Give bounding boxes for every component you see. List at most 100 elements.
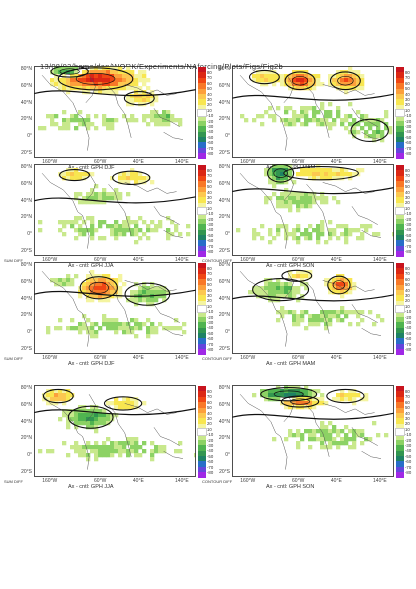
grid-cell (320, 425, 325, 430)
grid-cell (58, 78, 63, 83)
grid-cell (110, 417, 115, 422)
grid-cell (300, 204, 305, 209)
colorbar-label: -80 (405, 150, 412, 156)
grid-cell (304, 106, 309, 111)
lon-tick-label: 60°W (292, 159, 305, 165)
grid-cell (74, 126, 79, 131)
grid-cell (280, 164, 285, 169)
map-panel-p8 (232, 385, 394, 477)
grid-cell (276, 318, 281, 323)
grid-cell (316, 168, 321, 173)
grid-cell (78, 294, 83, 299)
grid-cell (328, 176, 333, 181)
grid-cell (154, 114, 159, 119)
grid-cell (154, 294, 159, 299)
row-label: CONTOUR DIFF (202, 258, 233, 263)
grid-cell (66, 118, 71, 123)
grid-cell (90, 220, 95, 225)
lon-tick-label: 40°E (330, 478, 342, 484)
grid-cell (138, 172, 143, 177)
colorbar-label: -10 (207, 309, 214, 315)
grid-cell (344, 172, 349, 177)
grid-cell (320, 393, 325, 398)
grid-cell (98, 326, 103, 331)
colorbar-label: -20 (207, 314, 214, 320)
colorbar-label: -50 (405, 453, 412, 459)
grid-cell (134, 220, 139, 225)
colorbar-swatch (396, 72, 404, 78)
grid-cell (118, 66, 123, 71)
grid-cell (264, 172, 269, 177)
grid-cell (312, 196, 317, 201)
lon-tick-label: 60°W (94, 478, 107, 484)
grid-cell (308, 274, 313, 279)
coastline (85, 271, 96, 299)
colorbar-swatch (396, 279, 404, 285)
grid-cell (268, 196, 273, 201)
lat-tick-label: 40°N (20, 295, 32, 302)
grid-cell (102, 236, 107, 241)
grid-cell (70, 86, 75, 91)
grid-cell (340, 78, 345, 83)
grid-cell (328, 441, 333, 446)
grid-cell (82, 74, 87, 79)
colorbar-swatch (396, 120, 404, 127)
grid-cell (344, 310, 349, 315)
grid-cell (336, 74, 341, 79)
grid-cell (150, 330, 155, 335)
coastline (163, 229, 184, 238)
map-plot-p6 (232, 262, 394, 354)
grid-cell (74, 274, 79, 279)
lon-tick-label: 140°E (175, 159, 189, 165)
coastline (108, 86, 132, 138)
grid-cell (62, 441, 67, 446)
grid-cell (50, 397, 55, 402)
grid-cell (340, 118, 345, 123)
grid-cell (58, 220, 63, 225)
grid-cell (94, 286, 99, 291)
grid-cell (348, 130, 353, 135)
grid-cell (134, 437, 139, 442)
grid-cell (54, 393, 59, 398)
colorbar-swatch (396, 202, 404, 209)
lat-tick-label: 0° (27, 231, 32, 238)
grid-cell (62, 82, 67, 87)
grid-cell (110, 318, 115, 323)
grid-cell (130, 290, 135, 295)
grid-cell (74, 421, 79, 426)
lat-tick-label: 60°N (20, 401, 32, 408)
grid-cell (356, 228, 361, 233)
grid-cell (280, 290, 285, 295)
grid-cell (126, 453, 131, 458)
grid-cell (300, 278, 305, 283)
lat-tick-label: 0° (27, 329, 32, 336)
contour-line (350, 118, 389, 142)
grid-cell (138, 322, 143, 327)
grid-cell (94, 457, 99, 462)
grid-cell (272, 82, 277, 87)
grid-cell (158, 220, 163, 225)
grid-cell (114, 188, 119, 193)
grid-cell (118, 86, 123, 91)
coastline (124, 403, 177, 415)
grid-cell (300, 282, 305, 287)
colorbar-swatch (396, 450, 404, 457)
grid-cell (236, 228, 241, 233)
grid-cell (134, 118, 139, 123)
colorbar-label: 50 (207, 86, 212, 92)
grid-cell (328, 314, 333, 319)
grid-cell (380, 318, 385, 323)
grid-cell (304, 82, 309, 87)
grid-cell (90, 232, 95, 237)
grid-cell (182, 322, 187, 327)
grid-cell (268, 286, 273, 291)
colorbar-swatch (395, 109, 405, 117)
grid-cell (348, 310, 353, 315)
grid-cell (296, 290, 301, 295)
colorbar-label: -70 (207, 341, 214, 347)
grid-cell (154, 94, 159, 99)
grid-cell (114, 286, 119, 291)
grid-cell (360, 433, 365, 438)
colorbar-swatch (198, 104, 206, 111)
grid-cell (316, 314, 321, 319)
